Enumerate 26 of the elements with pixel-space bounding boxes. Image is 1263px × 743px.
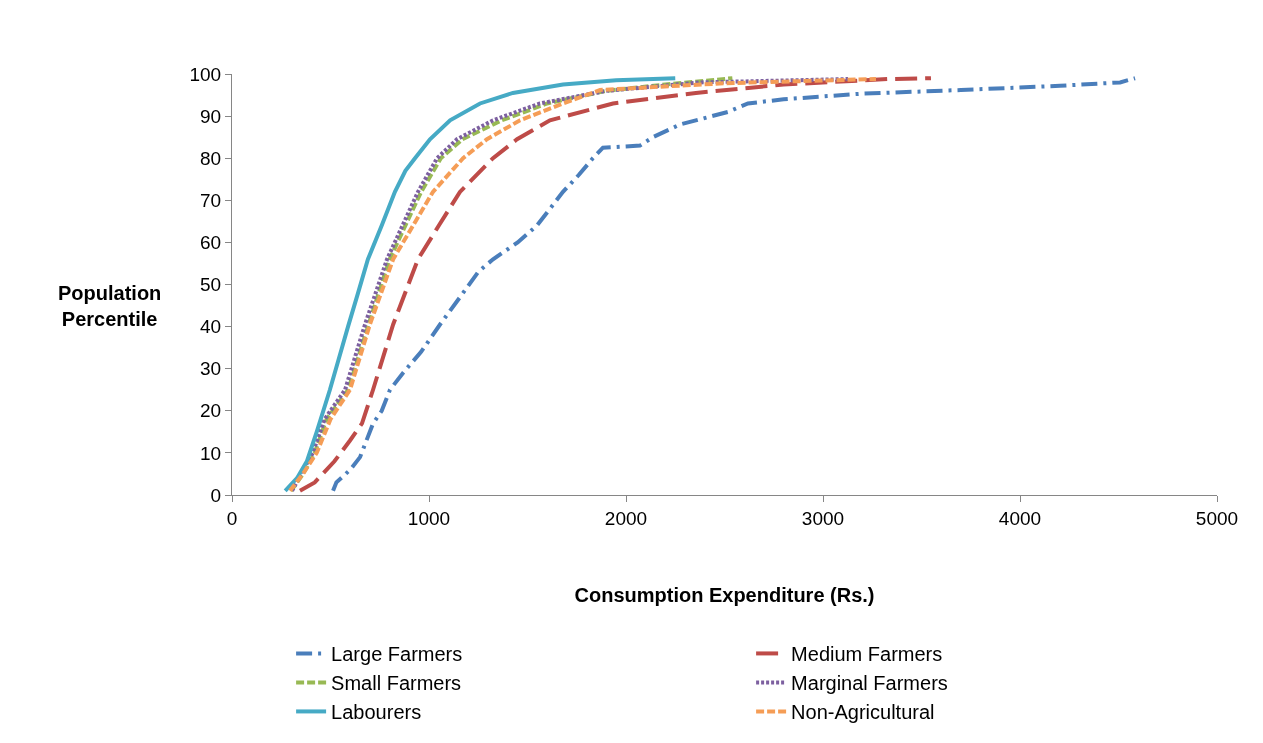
- x-axis-title: Consumption Expenditure (Rs.): [574, 584, 875, 607]
- x-tick-label: 5000: [1195, 507, 1239, 529]
- y-tick-label: 0: [210, 484, 222, 506]
- x-tick-label: 3000: [801, 507, 845, 529]
- y-tick-label: 100: [189, 63, 222, 85]
- y-tick-label: 70: [200, 189, 222, 211]
- x-tick-label: 0: [226, 507, 238, 529]
- legend-label: Non-Agricultural: [791, 701, 935, 724]
- legend-label: Marginal Farmers: [791, 672, 948, 695]
- y-tick-label: 80: [200, 147, 222, 169]
- y-tick-label: 90: [200, 105, 222, 127]
- y-tick-label: 10: [200, 442, 222, 464]
- legend-label: Large Farmers: [331, 643, 463, 666]
- legend-label: Small Farmers: [331, 672, 462, 695]
- y-tick-label: 30: [200, 358, 222, 380]
- y-axis-title: Population Percentile: [58, 282, 162, 330]
- legend-label: Medium Farmers: [791, 643, 943, 666]
- y-tick-label: 20: [200, 400, 222, 422]
- x-tick-label: 1000: [407, 507, 451, 529]
- line-series: [331, 76, 1138, 493]
- y-tick-label: 50: [200, 274, 222, 296]
- y-tick-label: 60: [200, 232, 222, 254]
- x-tick-label: 2000: [604, 507, 648, 529]
- legend-label: Labourers: [331, 701, 422, 724]
- y-tick-label: 40: [200, 316, 222, 338]
- x-tick-label: 4000: [998, 507, 1042, 529]
